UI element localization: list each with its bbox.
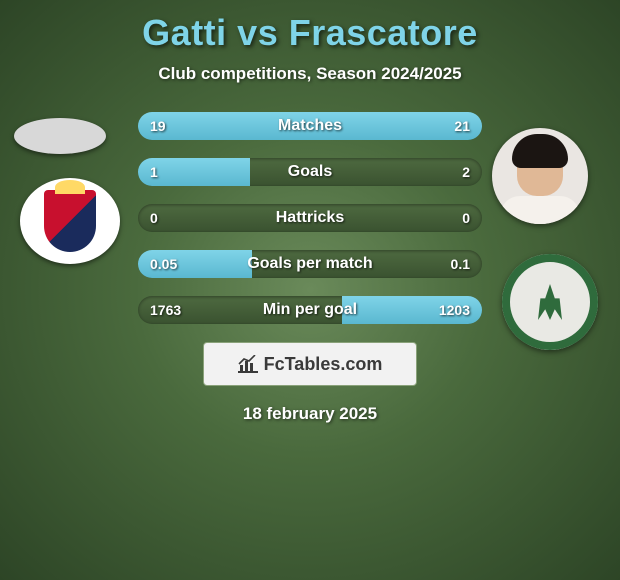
stat-label: Min per goal <box>138 296 482 324</box>
stat-value-right: 0.1 <box>451 250 470 278</box>
page-title: Gatti vs Frascatore <box>0 12 620 54</box>
stat-row: 1Goals2 <box>138 158 482 186</box>
stat-label: Goals <box>138 158 482 186</box>
stat-value-right: 0 <box>462 204 470 232</box>
stat-value-right: 21 <box>454 112 470 140</box>
brand-chart-icon <box>238 355 258 373</box>
stat-row: 0.05Goals per match0.1 <box>138 250 482 278</box>
brand-box: FcTables.com <box>203 342 417 386</box>
brand-text: FcTables.com <box>264 354 383 375</box>
stat-row: 1763Min per goal1203 <box>138 296 482 324</box>
stat-label: Goals per match <box>138 250 482 278</box>
stat-value-right: 1203 <box>439 296 470 324</box>
stats-area: 19Matches21 1Goals2 0Hattricks0 0.05Goals p… <box>0 112 620 324</box>
stat-row: 0Hattricks0 <box>138 204 482 232</box>
infographic-root: Gatti vs Frascatore Club competitions, S… <box>0 0 620 580</box>
stat-label: Matches <box>138 112 482 140</box>
subtitle: Club competitions, Season 2024/2025 <box>0 64 620 84</box>
stat-value-right: 2 <box>462 158 470 186</box>
stat-row: 19Matches21 <box>138 112 482 140</box>
date-text: 18 february 2025 <box>0 404 620 424</box>
stat-label: Hattricks <box>138 204 482 232</box>
